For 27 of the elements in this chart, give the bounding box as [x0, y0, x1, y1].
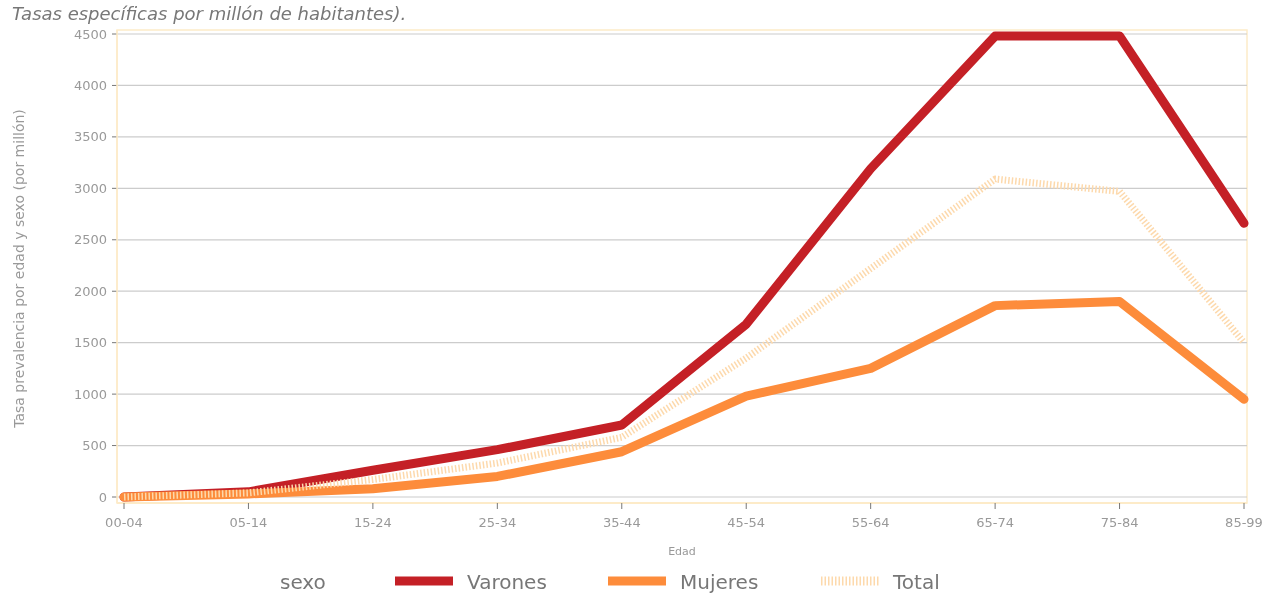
y-tick-label: 4000	[73, 77, 107, 93]
y-tick-label: 4500	[73, 26, 107, 42]
x-tick-label: 85-99	[1225, 515, 1263, 530]
y-tick-label: 0	[98, 489, 107, 505]
y-tick-label: 3500	[73, 129, 107, 145]
chart-title: Tasas específicas por millón de habitantes).	[12, 3, 407, 24]
x-axis-title: Edad	[668, 545, 696, 558]
x-tick-label: 05-14	[229, 515, 268, 530]
x-tick-label: 75-84	[1100, 515, 1139, 530]
x-tick-label: 25-34	[478, 515, 517, 530]
legend-label: Mujeres	[680, 570, 759, 594]
x-tick-label: 35-44	[602, 515, 641, 530]
x-tick-label: 55-64	[851, 515, 890, 530]
y-tick-label: 1500	[73, 335, 107, 351]
legend-label: Varones	[467, 570, 547, 594]
x-tick-label: 00-04	[105, 515, 143, 530]
legend-title: sexo	[280, 570, 326, 594]
y-tick-label: 2000	[73, 283, 107, 299]
y-tick-label: 3000	[73, 180, 107, 196]
legend-label: Total	[892, 570, 940, 594]
y-tick-label: 1000	[73, 386, 107, 402]
y-tick-label: 2500	[73, 232, 107, 248]
x-tick-label: 15-24	[354, 515, 392, 530]
y-tick-label: 500	[82, 438, 107, 454]
y-axis-title: Tasa prevalencia por edad y sexo (por millón)	[11, 109, 27, 429]
x-tick-label: 65-74	[976, 515, 1014, 530]
x-tick-label: 45-54	[727, 515, 766, 530]
